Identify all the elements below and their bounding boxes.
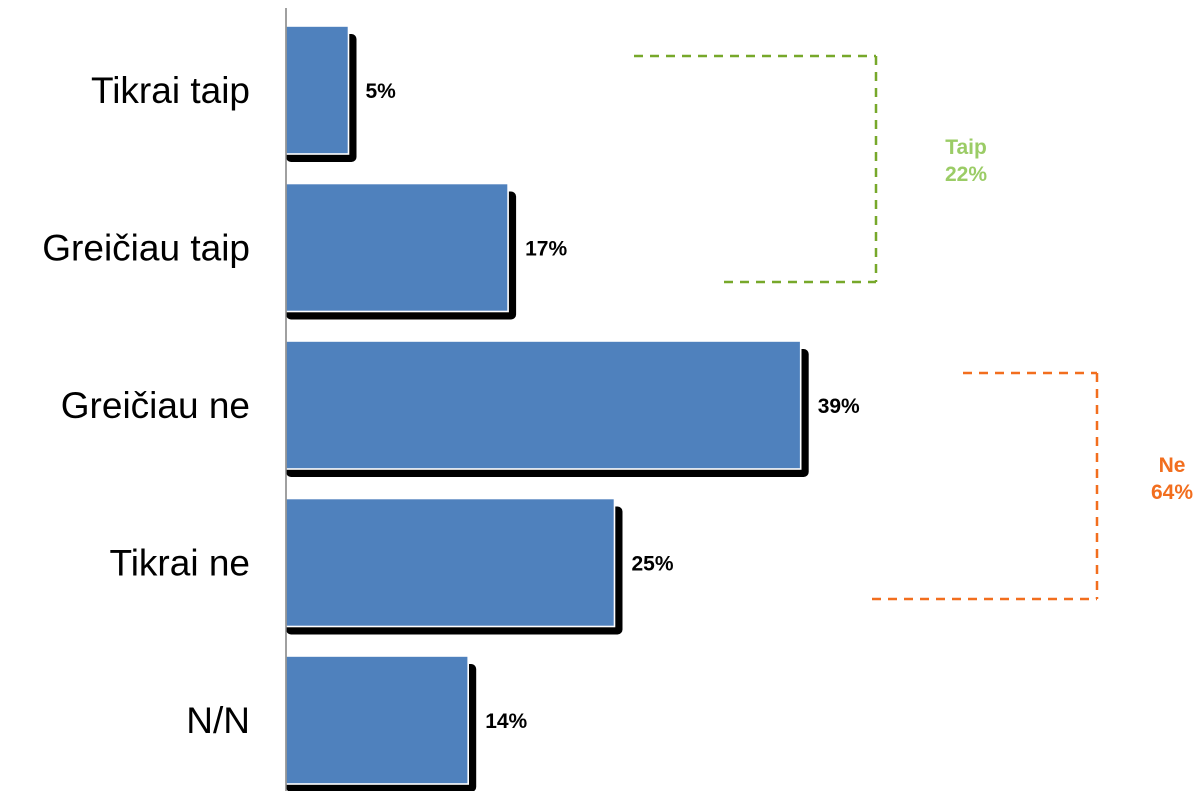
- value-label-3: 25%: [632, 553, 674, 576]
- bar-1: [285, 182, 509, 313]
- bar-0: [285, 25, 350, 155]
- bar-3: [285, 497, 616, 628]
- groups-layer: Taip 22% Ne 64%: [634, 54, 1193, 601]
- category-label-3: Tikrai ne: [109, 543, 250, 584]
- labels-layer: Tikrai taip 5% Greičiau taip 17% Greičiau ne…: [42, 70, 860, 741]
- group-label-0: Taip: [945, 136, 987, 159]
- bar-2: [285, 340, 802, 470]
- bar-4: [285, 655, 469, 785]
- value-label-1: 17%: [525, 238, 567, 261]
- group-value-label-0: 22%: [945, 163, 987, 186]
- category-label-2: Greičiau ne: [61, 385, 250, 426]
- value-label-4: 14%: [485, 710, 527, 733]
- group-value-label-1: 64%: [1151, 481, 1193, 504]
- category-label-1: Greičiau taip: [42, 228, 250, 269]
- value-label-2: 39%: [818, 395, 860, 418]
- category-label-4: N/N: [186, 700, 250, 741]
- category-label-0: Tikrai taip: [91, 70, 250, 111]
- bars-layer: [285, 25, 809, 792]
- group-label-1: Ne: [1159, 454, 1186, 477]
- value-label-0: 5%: [366, 80, 397, 103]
